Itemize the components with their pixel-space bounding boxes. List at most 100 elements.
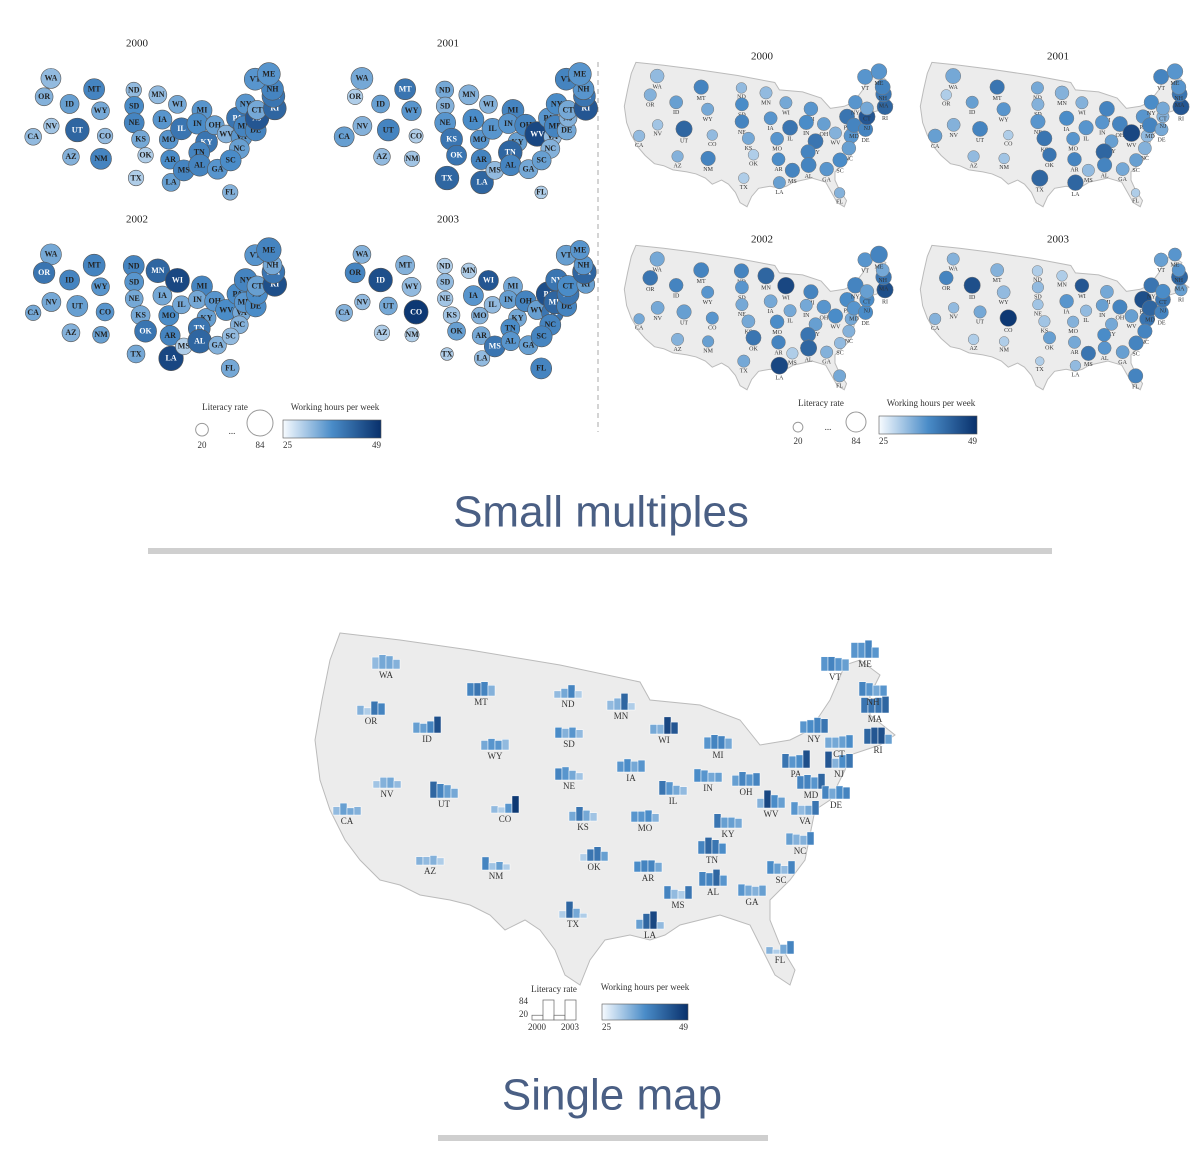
state-label: NJ [864, 126, 871, 132]
state-label: KY [811, 150, 820, 156]
state-label: OK [139, 151, 152, 160]
state-label: NE [738, 312, 746, 318]
state-circle [437, 290, 454, 307]
bar [863, 728, 872, 745]
bar [575, 729, 584, 739]
state-label: IL [787, 137, 793, 143]
state-circle [220, 359, 240, 378]
state-label: MO [473, 135, 487, 144]
state-label: CA [338, 132, 350, 141]
state-label: NH [267, 261, 280, 270]
state-label: NV [653, 132, 662, 138]
state-circle [394, 78, 416, 101]
bar [850, 642, 859, 659]
state-circle [368, 267, 393, 293]
bar [799, 835, 808, 846]
state-label: TX [130, 173, 141, 182]
state-label: IA [469, 115, 478, 124]
state-circle [90, 147, 112, 170]
state-circle [1081, 163, 1095, 177]
state-label: IL [488, 124, 496, 133]
state-circle [860, 101, 874, 116]
state-circle [1032, 298, 1044, 311]
bar [831, 758, 840, 769]
state-label: NM [94, 154, 108, 163]
state-label: ID [969, 110, 976, 116]
state-circle [999, 309, 1017, 327]
state-circle [833, 369, 847, 383]
state-label: RI [1178, 116, 1184, 122]
state-label: CA [635, 143, 644, 149]
state-label: MS [788, 179, 797, 185]
state-label: PA [232, 289, 242, 298]
state-circle [786, 347, 799, 360]
state-circle [1171, 263, 1186, 277]
state-circle [633, 129, 646, 142]
state-circle [734, 114, 750, 129]
state-label: SC [226, 332, 236, 341]
state-circle [354, 293, 371, 311]
year-label: 2003 [1047, 234, 1070, 246]
state-label: RI [270, 104, 279, 113]
state-label: MO [1068, 147, 1078, 153]
state-circle [222, 184, 239, 201]
state-label: NJ [834, 769, 844, 779]
state-circle [741, 314, 756, 329]
state-label: IN [1099, 313, 1106, 319]
state-label: OH [1116, 316, 1125, 322]
state-circle [733, 263, 749, 279]
state-circle [771, 335, 786, 350]
state-label: TN [194, 324, 205, 333]
state-label: CT [251, 281, 263, 290]
state-label: NC [1141, 340, 1149, 346]
bar [637, 759, 646, 773]
bar [640, 859, 649, 873]
color-legend [282, 419, 382, 439]
bar [497, 806, 506, 814]
state-label: FL [836, 200, 843, 206]
bar [813, 717, 822, 734]
state-label: AZ [970, 164, 978, 170]
year-label: 2000 [751, 51, 774, 63]
state-label: RI [874, 745, 883, 755]
state-circle [784, 162, 800, 178]
state-label: MO [638, 823, 653, 833]
state-label: NJ [864, 308, 871, 314]
bar [644, 809, 653, 823]
state-label: ID [65, 99, 74, 108]
state-circle [570, 240, 590, 260]
state-circle [1080, 304, 1093, 317]
state-label: CT [562, 281, 574, 290]
state-label: DE [830, 800, 842, 810]
state-circle [1067, 174, 1084, 191]
bar [865, 682, 874, 697]
state-label: AR [475, 155, 487, 164]
state-circle [458, 84, 480, 106]
state-label: OK [749, 347, 758, 353]
state-label: WI [172, 100, 183, 109]
state-label: AL [194, 161, 205, 170]
bar [727, 817, 736, 829]
state-label: CT [251, 105, 263, 114]
state-circle [735, 298, 749, 312]
state-label: ME [858, 659, 872, 669]
bar [426, 720, 435, 734]
state-label: ME [262, 69, 275, 78]
state-circle [1166, 63, 1184, 80]
state-label: SD [440, 277, 450, 286]
state-label: MN [462, 266, 476, 275]
state-circle [652, 119, 664, 131]
state-label: WA [355, 74, 368, 83]
state-circle [404, 327, 420, 343]
state-label: NM [703, 167, 713, 173]
state-label: OR [365, 716, 378, 726]
state-label: NY [240, 99, 252, 108]
bar [787, 860, 796, 875]
state-label: NY [240, 275, 252, 284]
state-circle [1059, 110, 1075, 126]
bar [606, 700, 615, 711]
state-label: VA [236, 308, 247, 317]
bar [637, 811, 646, 823]
state-label: DE [561, 302, 572, 311]
bar [698, 871, 707, 887]
